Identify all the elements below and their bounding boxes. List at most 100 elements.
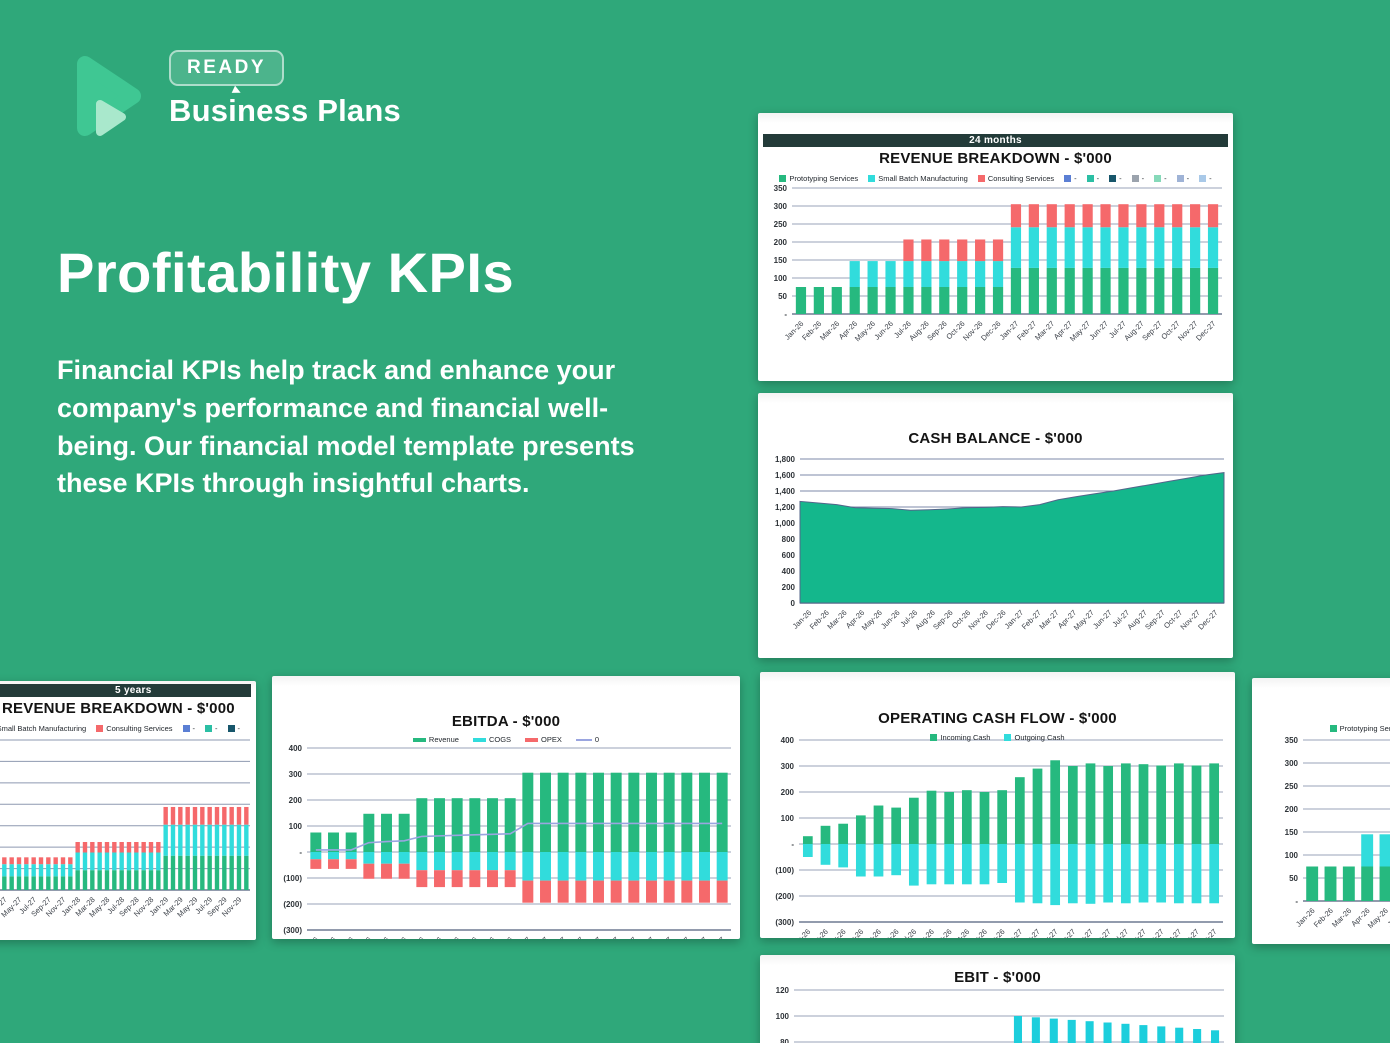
legend-swatch-icon [930, 734, 938, 741]
legend-item: Small Batch Manufacturing [0, 724, 87, 733]
legend-swatch-icon [1329, 725, 1337, 732]
cash-balance-card: CASH BALANCE - $'000 1,800 1,600 1,400 1,20… [758, 393, 1233, 658]
svg-text:400: 400 [289, 744, 303, 753]
svg-text:Jan-27: Jan-27 [510, 935, 533, 939]
svg-text:Sep-26: Sep-26 [931, 608, 954, 631]
legend-item: - [182, 724, 195, 733]
svg-text:May-26: May-26 [858, 927, 882, 938]
svg-text:400: 400 [781, 567, 795, 576]
svg-text:Oct-26: Oct-26 [457, 935, 479, 939]
svg-text:Jan-26: Jan-26 [789, 927, 812, 938]
legend-item: Prototyping Services [1329, 724, 1390, 733]
chart-canvas: 35030025020015010050-Jan-26Feb-26Mar-26A… [773, 184, 1222, 343]
svg-text:80: 80 [780, 1038, 789, 1043]
cash-balance-chart: 1,800 1,600 1,400 1,200 1,000 800 600 400 200 0 Ja… [758, 455, 1233, 652]
svg-text:Oct-26: Oct-26 [948, 927, 970, 938]
ebit-chart: 12010080Jan-26Feb-26Mar-26Apr-26May-26Ju… [760, 973, 1235, 1043]
svg-text:Mar-26: Mar-26 [1330, 906, 1353, 929]
svg-text:-: - [299, 848, 302, 857]
svg-text:Nov-27: Nov-27 [1177, 927, 1200, 938]
operating-cash-flow-card: OPERATING CASH FLOW - $'000 Incoming Cas… [760, 672, 1235, 938]
svg-text:May-26: May-26 [1366, 906, 1390, 930]
svg-text:Dec-27: Dec-27 [1195, 927, 1218, 938]
svg-text:50: 50 [1289, 874, 1298, 883]
svg-text:Feb-26: Feb-26 [806, 927, 829, 938]
ebitda-card: EBITDA - $'000 Revenue COGS OPEX 0 400 300 20… [272, 676, 740, 939]
svg-text:100: 100 [780, 814, 794, 823]
svg-text:Oct-27: Oct-27 [1160, 927, 1182, 938]
svg-text:May-27: May-27 [1067, 319, 1091, 343]
legend-item: Consulting Services [977, 174, 1054, 183]
legend-item: COGS [472, 735, 511, 744]
legend-item: OPEX [525, 735, 562, 744]
svg-text:100: 100 [775, 1012, 789, 1021]
revenue-breakdown-24m-card: 24 months REVENUE BREAKDOWN - $'000 Prot… [758, 113, 1233, 381]
svg-text:Mar-27: Mar-27 [1036, 927, 1059, 938]
svg-text:Apr-27: Apr-27 [563, 935, 585, 939]
svg-text:Apr-27: Apr-27 [1054, 927, 1076, 938]
svg-text:Mar-27: Mar-27 [544, 935, 567, 939]
svg-text:Feb-26: Feb-26 [1312, 906, 1335, 929]
svg-text:Feb-27: Feb-27 [1018, 927, 1041, 938]
svg-text:May-26: May-26 [852, 319, 876, 343]
svg-text:Sep-27: Sep-27 [650, 935, 673, 939]
svg-text:Sep-27: Sep-27 [1142, 927, 1165, 938]
svg-text:200: 200 [781, 583, 795, 592]
svg-text:100: 100 [289, 822, 303, 831]
legend-item: Small Batch Manufacturing [868, 174, 968, 183]
legend-swatch-icon [1176, 175, 1184, 182]
legend-swatch-icon [1004, 734, 1012, 741]
svg-text:(200): (200) [775, 892, 794, 901]
chart-title: REVENUE BREAKDOWN - $'000 [2, 700, 235, 717]
svg-text:Sep-27: Sep-27 [1143, 608, 1166, 631]
legend-swatch-icon [1154, 175, 1162, 182]
chart-canvas: 1,8001,6001,4001,2001,0008006004002000Ja… [774, 455, 1224, 632]
svg-text:Mar-26: Mar-26 [825, 608, 848, 631]
svg-text:Dec-27: Dec-27 [1193, 319, 1216, 342]
legend-item: - [205, 724, 218, 733]
svg-text:Mar-27: Mar-27 [1037, 608, 1060, 631]
svg-text:Jun-27: Jun-27 [598, 935, 621, 939]
svg-text:May-27: May-27 [1070, 927, 1094, 938]
svg-text:Dec-27: Dec-27 [1196, 608, 1219, 631]
svg-text:(100): (100) [775, 866, 794, 875]
svg-text:0: 0 [790, 599, 795, 608]
svg-text:Mar-26: Mar-26 [824, 927, 847, 938]
legend-swatch-icon [472, 737, 486, 742]
svg-text:200: 200 [780, 788, 794, 797]
svg-text:Oct-27: Oct-27 [669, 935, 691, 939]
revenue-breakdown-right-chart: 350 300 250 200 150 100 50- Jan-26 Feb-26 Mar-26 A… [1252, 736, 1390, 944]
svg-text:100: 100 [773, 274, 787, 283]
svg-text:-: - [784, 310, 787, 319]
chart-title: CASH BALANCE - $'000 [908, 430, 1083, 447]
svg-text:Jan-27: Jan-27 [1001, 927, 1024, 938]
svg-text:Dec-27: Dec-27 [703, 935, 726, 939]
logo-text: READY Business Plans [169, 50, 401, 129]
chart-canvas: 400 300 200 100 - (100) (200) (300)Jan-26Feb-26… [283, 744, 731, 939]
legend-item: Consulting Services [96, 724, 173, 733]
svg-text:200: 200 [1285, 805, 1299, 814]
revenue-breakdown-5y-chart: 1,4001,2001,000800600400200-Jan-25Mar-25… [0, 736, 256, 939]
chart-title: REVENUE BREAKDOWN - $'000 [879, 150, 1112, 167]
svg-text:250: 250 [1285, 782, 1299, 791]
svg-text:Jul-26: Jul-26 [405, 935, 426, 939]
legend-swatch-icon [575, 738, 592, 741]
chart-legend: Incoming Cash Outgoing Cash [760, 733, 1235, 742]
svg-text:Jul-26: Jul-26 [897, 927, 918, 938]
legend-item: Prototyping Services [779, 174, 858, 183]
svg-text:200: 200 [773, 238, 787, 247]
legend-item: Revenue [412, 735, 459, 744]
svg-text:1,800: 1,800 [774, 455, 795, 464]
chart-legend: Prototyping Services Small Batch Manufact… [758, 174, 1233, 183]
legend-item: Incoming Cash [930, 733, 990, 742]
legend-swatch-icon [412, 737, 426, 742]
legend-item: - [1176, 174, 1189, 183]
chart-legend: Revenue COGS OPEX 0 [272, 735, 740, 744]
svg-text:400: 400 [780, 736, 794, 745]
ready-badge: READY [169, 50, 285, 86]
chart-canvas: 35030025020015010050-Jan-26Feb-26Mar-26A… [1285, 736, 1390, 930]
legend-swatch-icon [868, 175, 876, 182]
svg-text:150: 150 [1285, 828, 1299, 837]
